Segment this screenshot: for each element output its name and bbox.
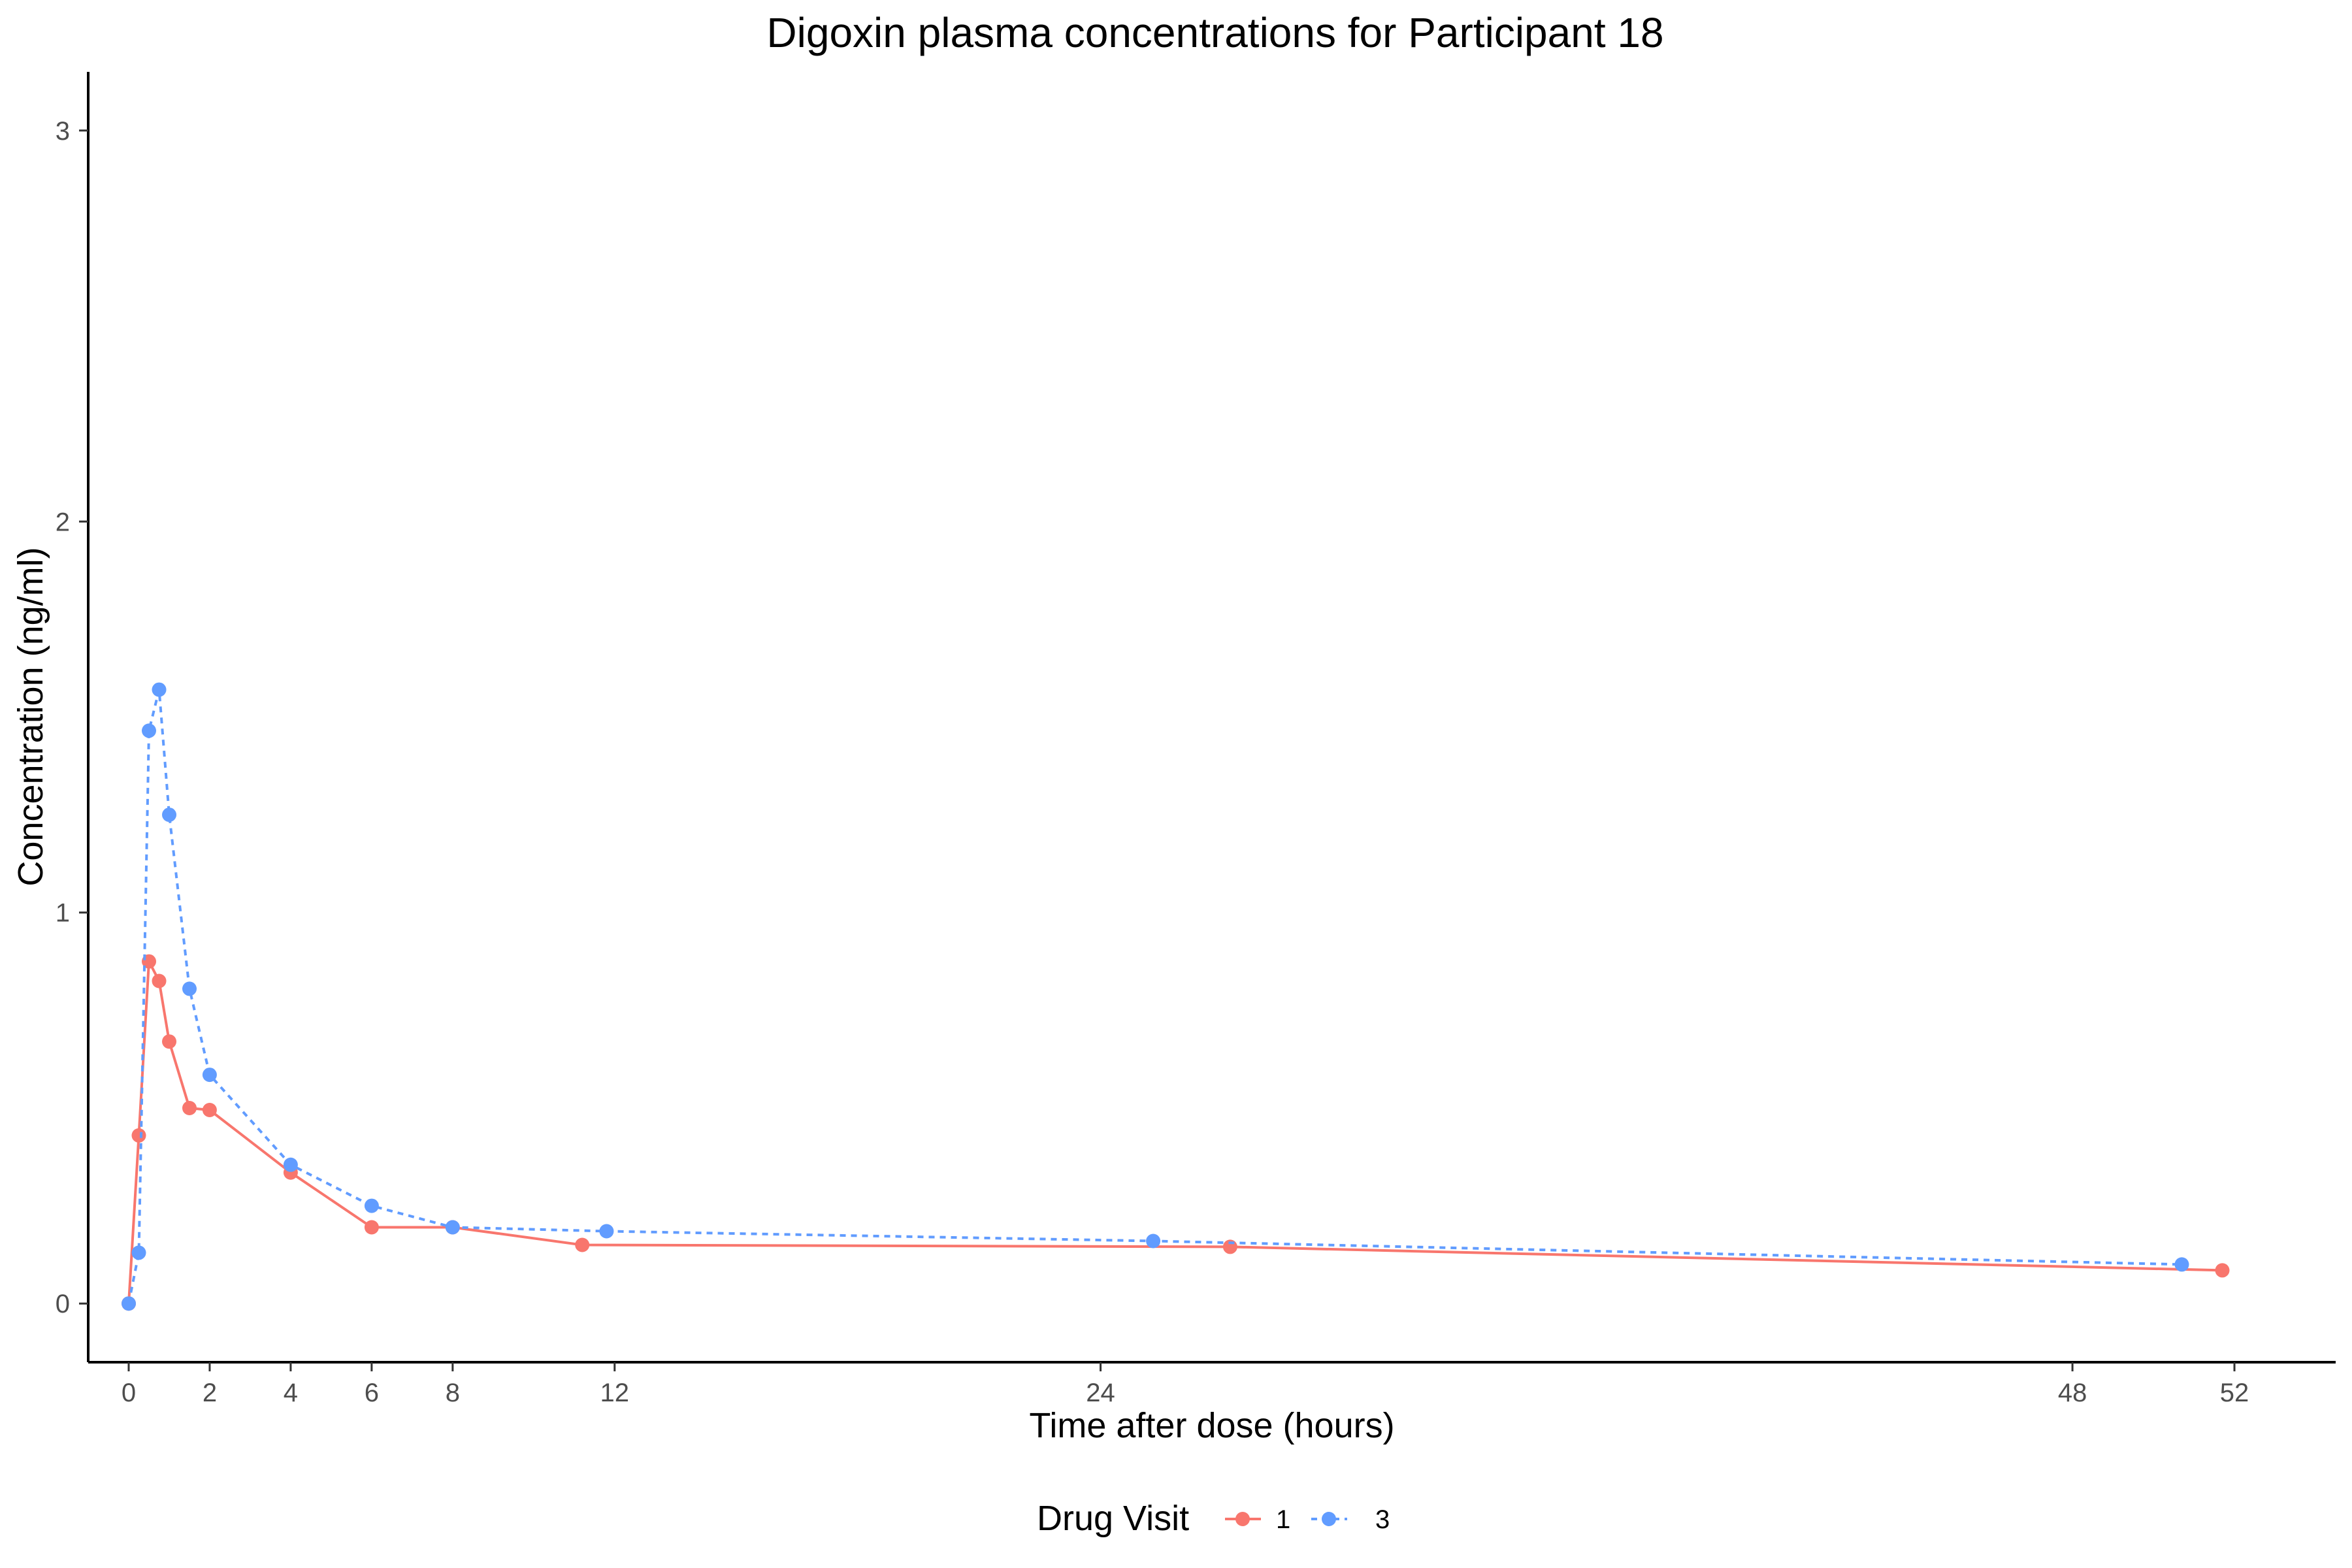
data-point-1: [182, 1101, 197, 1115]
y-ticks: 0 1 2 3: [56, 117, 88, 1318]
y-tick-label: 2: [56, 508, 70, 536]
data-point-3: [202, 1068, 217, 1083]
legend-title: Drug Visit: [1037, 1499, 1189, 1538]
data-point-3: [364, 1198, 379, 1213]
data-point-3: [283, 1157, 298, 1172]
legend-key-point-1: [1235, 1512, 1250, 1526]
x-tick-label: 0: [122, 1379, 136, 1407]
legend-label-3: 3: [1375, 1505, 1390, 1534]
legend: Drug Visit 1 3: [1037, 1499, 1390, 1538]
y-axis-title: Concentration (ng/ml): [11, 547, 50, 886]
data-point-1: [2215, 1263, 2230, 1278]
series-visit-1: [122, 954, 2230, 1311]
x-ticks: 0 2 4 6 8 12 24 48 52: [122, 1362, 2249, 1407]
data-point-3: [2174, 1257, 2189, 1272]
legend-item-visit-1: 1: [1225, 1505, 1290, 1534]
legend-key-point-3: [1322, 1512, 1336, 1526]
chart-title: Digoxin plasma concentrations for Partic…: [766, 9, 1663, 56]
axes: [87, 72, 2336, 1364]
x-tick-label: 48: [2058, 1379, 2087, 1407]
series-visit-3: [122, 682, 2189, 1311]
x-tick-label: 12: [600, 1379, 630, 1407]
data-point-3: [131, 1245, 146, 1260]
x-tick-label: 52: [2220, 1379, 2249, 1407]
series-line-3: [127, 688, 2182, 1304]
y-tick-label: 3: [56, 117, 70, 146]
legend-item-visit-3: 3: [1311, 1505, 1390, 1534]
data-point-3: [162, 808, 176, 823]
y-tick-label: 1: [56, 899, 70, 928]
x-tick-label: 6: [365, 1379, 379, 1407]
data-point-1: [131, 1128, 146, 1143]
y-tick-label: 0: [56, 1290, 70, 1318]
x-tick-label: 8: [446, 1379, 460, 1407]
data-point-1: [162, 1034, 176, 1049]
x-tick-label: 2: [203, 1379, 217, 1407]
x-tick-label: 24: [1086, 1379, 1115, 1407]
x-axis-title: Time after dose (hours): [1029, 1406, 1394, 1445]
data-point-1: [152, 973, 167, 988]
data-point-3: [1146, 1233, 1161, 1249]
data-point-1: [364, 1220, 379, 1235]
series-line-1: [127, 960, 2223, 1304]
data-point-3: [182, 981, 197, 996]
data-point-3: [445, 1220, 460, 1235]
data-point-3: [152, 682, 167, 697]
data-point-3: [599, 1224, 614, 1239]
data-point-1: [575, 1237, 590, 1252]
series-layer: [122, 682, 2230, 1311]
data-point-3: [142, 723, 156, 738]
data-point-3: [122, 1296, 136, 1311]
legend-label-1: 1: [1276, 1505, 1290, 1534]
x-tick-label: 4: [284, 1379, 298, 1407]
data-point-1: [202, 1103, 217, 1117]
